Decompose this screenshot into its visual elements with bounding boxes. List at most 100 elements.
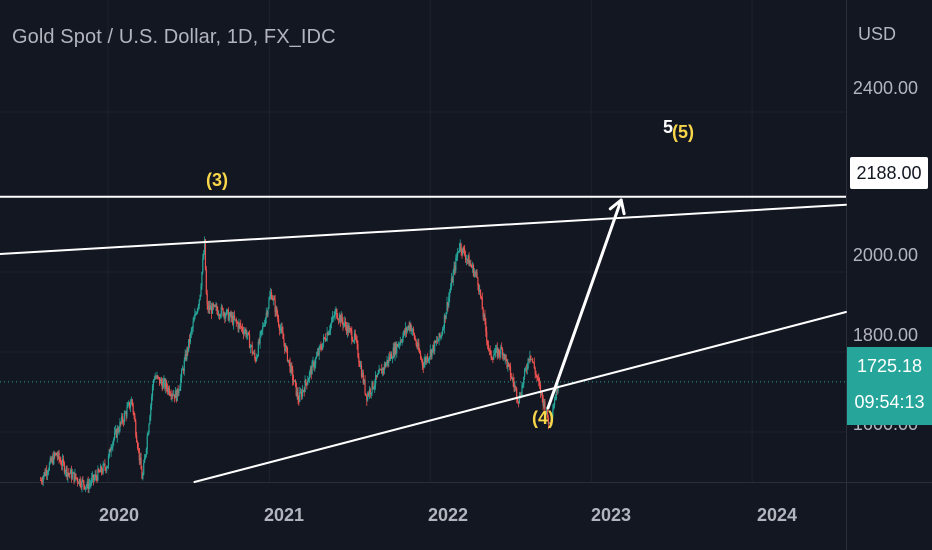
candle-body	[359, 362, 361, 367]
candle-body	[502, 354, 505, 356]
candle-body	[106, 467, 108, 471]
candle-body	[222, 308, 224, 316]
candle-body	[490, 350, 492, 359]
candle-body	[66, 467, 68, 477]
candle-body	[218, 314, 221, 317]
lower-trendline[interactable]	[193, 311, 847, 483]
candle-body	[170, 394, 172, 397]
candle-body	[199, 294, 201, 300]
candle-body	[178, 390, 180, 394]
candle-body	[188, 339, 190, 351]
candle-body	[184, 354, 186, 361]
candle-body	[464, 249, 466, 256]
candle-body	[99, 466, 102, 473]
candle-body	[242, 331, 244, 335]
candle-body	[294, 380, 296, 383]
candle-body	[185, 354, 187, 360]
candle-body	[527, 358, 529, 369]
candle-body	[87, 481, 89, 490]
projection-arrow[interactable]	[546, 198, 623, 410]
candle-body	[462, 247, 464, 255]
candle-body	[337, 319, 340, 321]
candle-body	[292, 369, 294, 381]
candle-body	[410, 323, 412, 331]
candle-body	[498, 349, 500, 354]
candle-body	[268, 299, 270, 309]
candle-body	[143, 462, 145, 475]
candle-body	[338, 315, 341, 321]
candle-body	[526, 368, 528, 370]
wave-5-white-label[interactable]: 5	[663, 117, 674, 137]
candle-body	[426, 356, 428, 362]
candle-body	[204, 239, 207, 270]
candle-body	[455, 257, 457, 271]
candle-body	[201, 272, 203, 287]
candle-body	[327, 332, 329, 336]
candle-body	[72, 472, 74, 474]
candle-body	[164, 379, 166, 389]
candle-body	[485, 321, 487, 332]
candle-body	[431, 348, 433, 357]
candle-body	[472, 265, 475, 276]
candle-body	[456, 256, 458, 258]
candle-body	[525, 368, 527, 370]
candle-body	[44, 472, 46, 476]
candle-body	[116, 428, 118, 438]
candle-body	[310, 368, 312, 375]
candle-body	[515, 386, 517, 389]
candle-body	[85, 486, 88, 487]
candle-body	[496, 347, 498, 357]
candle-body	[300, 392, 303, 397]
wave-5-label[interactable]: (5)	[672, 122, 694, 142]
candle-body	[430, 350, 432, 357]
candle-body	[538, 377, 540, 382]
candle-body	[76, 478, 79, 483]
wave-3-label[interactable]: (3)	[206, 170, 228, 190]
horizontal-line-price-tag[interactable]: 2188.00	[850, 157, 928, 189]
candle-body	[480, 296, 483, 298]
upper-trendline[interactable]	[0, 203, 847, 255]
candle-body	[169, 394, 171, 395]
candle-body	[399, 340, 401, 345]
candle-body	[355, 337, 357, 340]
candle-body	[52, 457, 54, 464]
candle-body	[364, 380, 366, 394]
candle-body	[92, 474, 95, 480]
candle-body	[246, 335, 248, 336]
candle-body	[124, 412, 126, 414]
candle-body	[128, 402, 130, 405]
candle-body	[277, 315, 279, 319]
candle-body	[471, 265, 473, 268]
candle-body	[179, 387, 181, 391]
candle-body	[401, 341, 403, 343]
candle-body	[302, 390, 304, 391]
wave-4-label[interactable]: (4)	[532, 408, 554, 428]
candle-body	[183, 360, 185, 372]
candle-body	[53, 453, 55, 464]
candle-body	[505, 354, 507, 360]
candle-body	[217, 310, 219, 316]
candle-body	[487, 344, 490, 350]
candle-body	[122, 421, 125, 423]
candle-body	[121, 416, 123, 423]
candle-body	[58, 452, 60, 459]
candle-body	[215, 306, 217, 308]
candle-body	[322, 337, 325, 344]
candle-body	[259, 333, 261, 344]
candle-body	[438, 333, 440, 341]
candle-body	[382, 368, 385, 371]
candle-body	[62, 459, 65, 463]
candle-body	[393, 347, 395, 356]
candle-body	[544, 401, 546, 414]
candle-body	[267, 308, 269, 315]
candle-body	[433, 344, 435, 352]
candle-body	[260, 330, 262, 334]
candle-body	[351, 330, 353, 341]
candle-body	[187, 348, 189, 351]
candle-body	[265, 312, 267, 319]
candle-body	[102, 464, 104, 473]
candle-body	[539, 384, 542, 394]
candle-body	[263, 324, 266, 326]
candle-body	[380, 368, 382, 370]
